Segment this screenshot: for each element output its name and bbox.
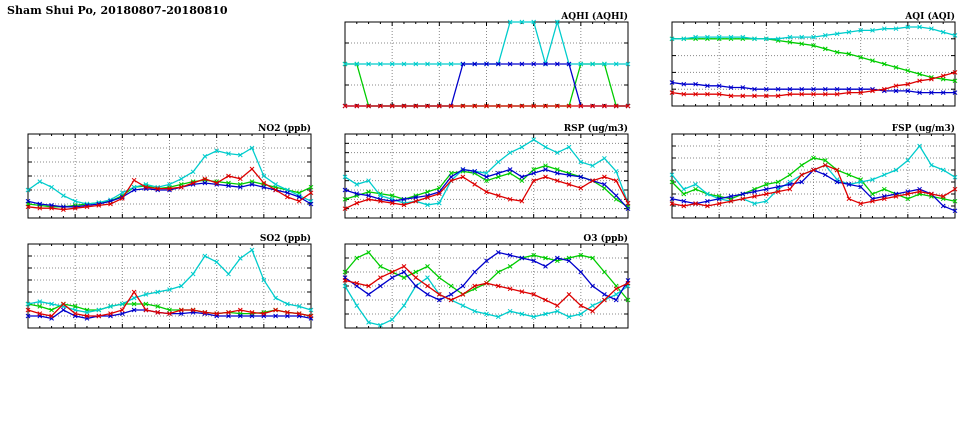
chart-title: FSP (ug/m3) xyxy=(892,123,955,134)
plot-border xyxy=(671,133,956,219)
chart-title: NO2 (ppb) xyxy=(258,123,311,134)
series-markers-red xyxy=(25,289,314,319)
series-markers-red xyxy=(669,70,958,99)
series-line-red xyxy=(671,71,956,97)
series-markers-blue xyxy=(669,80,958,95)
plot-border xyxy=(671,21,956,107)
series-markers-cyan xyxy=(25,145,314,207)
series-markers-cyan xyxy=(25,247,314,315)
series-markers-red xyxy=(342,264,631,314)
plot-border xyxy=(344,133,629,219)
plot-border xyxy=(27,133,312,219)
chart-fsp: FSP (ug/m3) xyxy=(669,123,958,219)
gridlines xyxy=(671,133,956,219)
series-markers-red xyxy=(669,162,958,209)
chart-title: SO2 (ppb) xyxy=(260,233,311,244)
chart-title: AQI (AQI) xyxy=(904,11,955,22)
series-markers-cyan xyxy=(342,137,631,208)
chart-title: AQHI (AQHI) xyxy=(560,11,628,22)
axis-ticks xyxy=(671,133,956,219)
chart-rsp: RSP (ug/m3) xyxy=(342,123,631,219)
chart-no2: NO2 (ppb) xyxy=(25,123,314,219)
gridlines xyxy=(671,21,956,107)
series-markers-cyan xyxy=(669,24,958,42)
series-markers-green xyxy=(342,250,631,303)
series-markers-red xyxy=(342,174,631,212)
chart-title: RSP (ug/m3) xyxy=(564,123,628,134)
chart-title: O3 (ppb) xyxy=(583,233,628,244)
gridlines xyxy=(344,133,629,219)
chart-aqhi: AQHI (AQHI) xyxy=(342,11,631,109)
page-title: Sham Shui Po, 20180807-20180810 xyxy=(7,4,228,17)
series-markers-blue xyxy=(342,250,631,303)
series-markers-blue xyxy=(342,167,631,212)
series-markers-red xyxy=(342,103,631,109)
series-markers-red xyxy=(25,166,314,212)
plot-border xyxy=(27,243,312,329)
chart-o3: O3 (ppb) xyxy=(342,233,631,329)
chart-aqi: AQI (AQI) xyxy=(669,11,958,107)
chart-so2: SO2 (ppb) xyxy=(25,233,314,329)
